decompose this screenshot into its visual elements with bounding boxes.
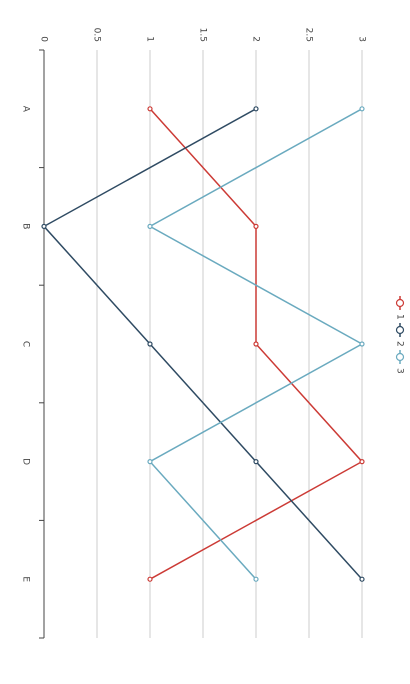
rotated-chart: 0 0.5 1 1.5 2 2.5 3 A B C D E 1 2 3 [21, 28, 405, 639]
point [253, 341, 259, 347]
x-tick-label: C [21, 341, 31, 347]
y-tick-label: 1.5 [198, 28, 208, 42]
point [253, 223, 259, 229]
x-tick-label: D [21, 458, 31, 465]
point [359, 459, 365, 465]
y-tick-label: 2 [251, 36, 261, 42]
legend-label: 3 [395, 368, 405, 374]
legend-marker [395, 298, 405, 308]
y-tick-label: 1 [145, 36, 155, 42]
x-tick-label: B [21, 223, 31, 229]
point [253, 459, 259, 465]
point [359, 106, 365, 112]
legend-label: 2 [395, 341, 405, 347]
y-tick-label: 0 [39, 36, 49, 42]
y-tick-label: 2.5 [304, 28, 314, 42]
legend-label: 1 [395, 314, 405, 320]
point [41, 223, 47, 229]
point [253, 576, 259, 582]
legend-marker [395, 325, 405, 335]
point [359, 576, 365, 582]
point [147, 223, 153, 229]
point [253, 106, 259, 112]
point [147, 459, 153, 465]
y-tick-label: 3 [357, 36, 367, 42]
legend-marker [395, 352, 405, 362]
point [147, 576, 153, 582]
point [147, 341, 153, 347]
point [359, 341, 365, 347]
point [147, 106, 153, 112]
x-tick-label: E [21, 576, 31, 582]
x-tick-label: A [21, 106, 31, 113]
y-tick-label: 0.5 [92, 28, 102, 42]
